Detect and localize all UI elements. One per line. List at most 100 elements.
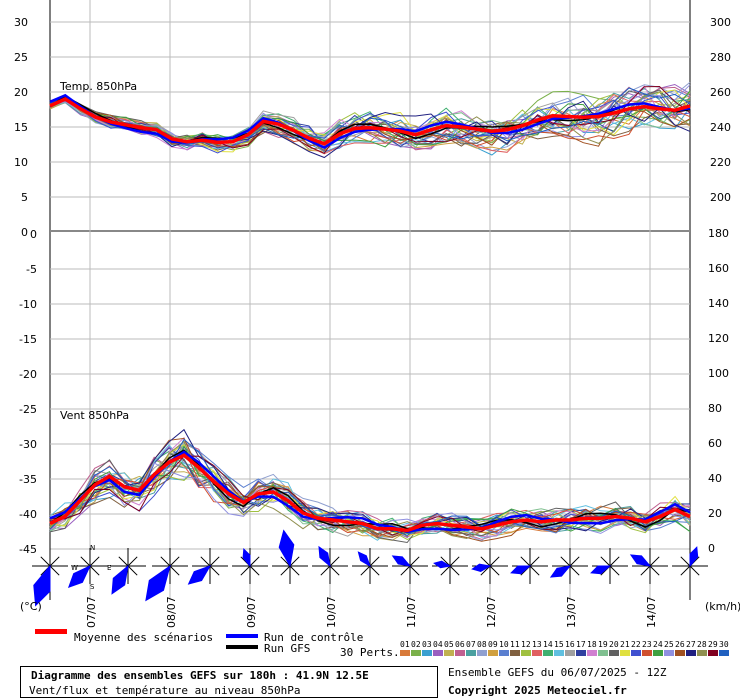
pert-swatch [598, 650, 608, 656]
footer-copyright: Copyright 2025 Meteociel.fr [448, 684, 627, 697]
rose-spoke [680, 565, 691, 576]
pert-swatch [664, 650, 674, 656]
temp-right-tick: 260 [710, 86, 731, 99]
wind-rose-petal [590, 565, 612, 575]
pert-swatch [499, 650, 509, 656]
pert-swatch [466, 650, 476, 656]
temp-right-tick: 220 [710, 156, 731, 169]
pert-label: 15 [554, 640, 564, 649]
wind-mean-line [49, 453, 691, 533]
wind-right-tick: 180 [708, 227, 729, 240]
rose-spoke [649, 556, 660, 567]
legend-gfs-label: Run GFS [264, 642, 310, 655]
rose-spoke [320, 565, 331, 576]
rose-spoke [249, 565, 260, 576]
wind-rose-petal [33, 564, 51, 607]
rose-spoke [449, 556, 460, 567]
rose-spoke [49, 556, 60, 567]
wind-left-tick: -40 [19, 508, 37, 521]
rose-spoke [209, 556, 220, 567]
pert-label: 18 [587, 640, 597, 649]
pert-label: 12 [521, 640, 531, 649]
temp-left-tick: 30 [14, 16, 28, 29]
rose-spoke [529, 565, 540, 576]
temp-panel-title: Temp. 850hPa [59, 80, 137, 93]
wind-rose-petal [391, 555, 412, 567]
wind-rose-petal [67, 564, 92, 589]
pert-label: 20 [609, 640, 619, 649]
pert-label: 06 [455, 640, 465, 649]
temp-left-tick: 20 [14, 86, 28, 99]
rose-spoke [520, 556, 531, 567]
wind-left-tick: -5 [26, 263, 37, 276]
pert-swatch [642, 650, 652, 656]
pert-label: 29 [708, 640, 718, 649]
legend-mean-swatch [35, 629, 67, 634]
pert-swatch [400, 650, 410, 656]
wind-roses [32, 529, 708, 607]
pert-label: 02 [411, 640, 421, 649]
legend-mean-label: Moyenne des scénarios [74, 631, 213, 644]
wind-right-tick: 80 [708, 402, 722, 415]
pert-label: 07 [466, 640, 476, 649]
pert-swatch [521, 650, 531, 656]
x-date-label: 12/07 [485, 596, 498, 628]
pert-label: 23 [642, 640, 652, 649]
rose-spoke [160, 556, 171, 567]
x-date-label: 13/07 [565, 596, 578, 628]
pert-label: 08 [477, 640, 487, 649]
pert-label: 14 [543, 640, 553, 649]
wind-rose-petal [357, 551, 371, 568]
temp-right-tick: 280 [710, 51, 731, 64]
pert-swatch [576, 650, 586, 656]
wind-rose-petal [510, 565, 532, 575]
pert-label: 27 [686, 640, 696, 649]
wind-rose-petal [471, 563, 492, 572]
compass-w: W [71, 564, 78, 572]
rose-spoke [289, 565, 300, 576]
temp-right-tick: 240 [710, 121, 731, 134]
pert-swatch [444, 650, 454, 656]
rose-spoke [560, 556, 571, 567]
pert-swatch [708, 650, 718, 656]
pert-label: 22 [631, 640, 641, 649]
x-date-label: 14/07 [645, 596, 658, 628]
pert-swatch [631, 650, 641, 656]
temp-right-tick: 300 [710, 16, 731, 29]
wind-right-tick: 20 [708, 507, 722, 520]
pert-legend: 01 02 03 04 05 06 07 08 09 10 11 12 13 14 15 16 17 18 19 20… [400, 640, 729, 656]
temp-left-tick: 25 [14, 51, 28, 64]
x-date-label: 09/07 [245, 596, 258, 628]
pert-label: 10 [499, 640, 509, 649]
wind-right-tick: 0 [708, 542, 715, 555]
compass-s: S [90, 583, 95, 591]
rose-spoke [569, 565, 580, 576]
wind-right-tick: 40 [708, 472, 722, 485]
wind-panel-title: Vent 850hPa [60, 409, 129, 422]
wind-left-tick: -15 [19, 333, 37, 346]
pert-label: 25 [664, 640, 674, 649]
wind-rose-petal [242, 547, 251, 568]
compass-n: N [90, 544, 95, 552]
x-date-label: 11/07 [405, 596, 418, 628]
rose-spoke [649, 565, 660, 576]
temp-member-line [49, 84, 691, 145]
pert-swatch [697, 650, 707, 656]
wind-right-tick: 100 [708, 367, 729, 380]
rose-spoke [569, 556, 580, 567]
grid-lines [49, 0, 691, 600]
x-date-label: 07/07 [85, 596, 98, 628]
pert-swatch [543, 650, 553, 656]
rose-spoke [369, 556, 380, 567]
pert-swatch [477, 650, 487, 656]
rose-spoke [409, 556, 420, 567]
pert-swatch [686, 650, 696, 656]
temp-left-tick: 5 [21, 191, 28, 204]
main-series [49, 93, 691, 534]
compass-e: E [107, 564, 111, 572]
wind-left-tick: -25 [19, 403, 37, 416]
wind-right-tick: 140 [708, 297, 729, 310]
rose-spoke [127, 556, 138, 567]
temp-left-tick: 10 [14, 156, 28, 169]
rose-spoke [169, 565, 180, 576]
